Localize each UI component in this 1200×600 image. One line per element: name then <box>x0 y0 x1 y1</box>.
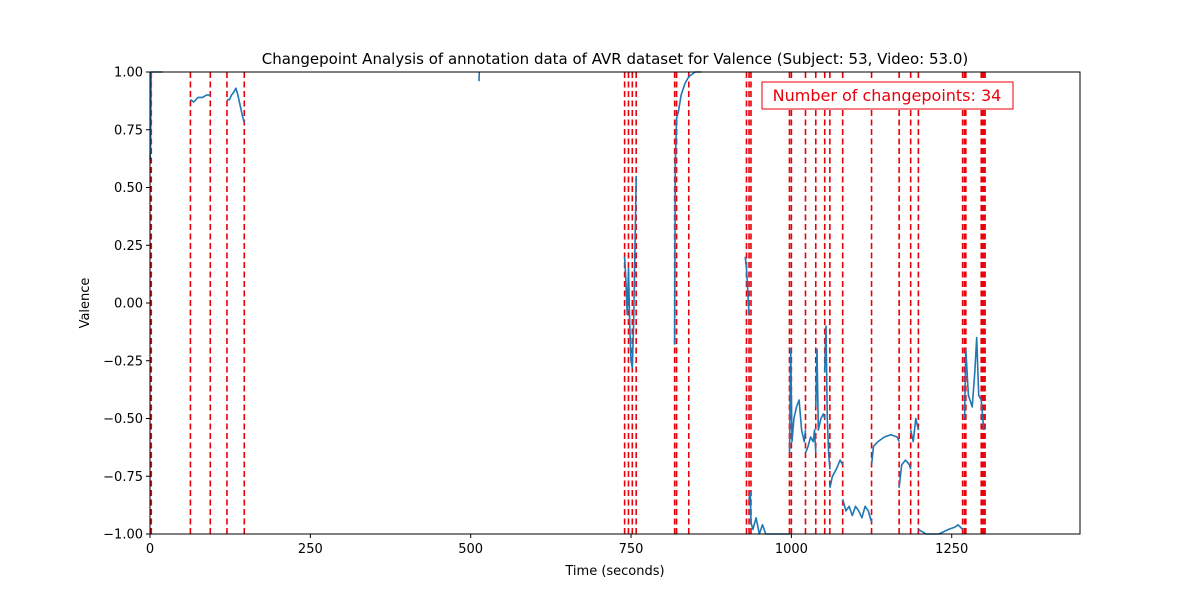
series-segment-18 <box>963 336 985 431</box>
axes: 0 250 500 750 1000 1250 −1.00 −0.75 −0.50 −0.25 0.… <box>103 66 1081 557</box>
series-segment-5 <box>673 71 702 345</box>
y-tick-label-6: 0.50 <box>114 181 143 196</box>
series-segment-8 <box>788 348 807 454</box>
x-tick-label-1: 250 <box>298 542 323 557</box>
changepoint-count-annotation: Number of changepoints: 34 <box>773 86 1002 105</box>
x-tick-label-0: 0 <box>146 542 154 557</box>
y-tick-label-0: −1.00 <box>103 528 143 543</box>
series-segment-9 <box>804 429 817 454</box>
valence-series <box>149 71 985 535</box>
series-segment-14 <box>870 433 900 465</box>
y-tick-label-3: −0.25 <box>103 354 143 369</box>
x-axis-label: Time (seconds) <box>564 564 664 579</box>
y-tick-label-7: 0.75 <box>114 123 143 138</box>
y-tick-label-5: 0.25 <box>114 239 143 254</box>
series-segment-6 <box>744 256 750 315</box>
series-segment-11 <box>823 325 831 470</box>
y-tick-label-4: 0.00 <box>114 297 143 312</box>
series-segment-13 <box>841 499 873 523</box>
series-segment-15 <box>898 459 912 488</box>
y-tick-label-1: −0.75 <box>103 470 143 485</box>
chart-title: Changepoint Analysis of annotation data … <box>262 50 969 68</box>
changepoint-lines <box>149 72 986 534</box>
series-segment-1 <box>189 94 211 103</box>
annotation-box: Number of changepoints: 34 <box>761 81 1014 110</box>
series-segment-16 <box>909 417 920 443</box>
x-tick-label-2: 500 <box>458 542 483 557</box>
x-tick-label-4: 1000 <box>775 542 808 557</box>
series-segment-12 <box>829 459 844 488</box>
x-tick-label-5: 1250 <box>935 542 968 557</box>
series-segment-4 <box>623 175 637 369</box>
y-tick-label-8: 1.00 <box>114 66 143 81</box>
x-tick-label-3: 750 <box>619 542 644 557</box>
series-segment-2 <box>227 87 246 124</box>
series-segment-10 <box>815 348 826 431</box>
y-axis-label: Valence <box>78 278 93 329</box>
annotation-frame <box>761 81 1014 110</box>
y-tick-label-2: −0.50 <box>103 412 143 427</box>
